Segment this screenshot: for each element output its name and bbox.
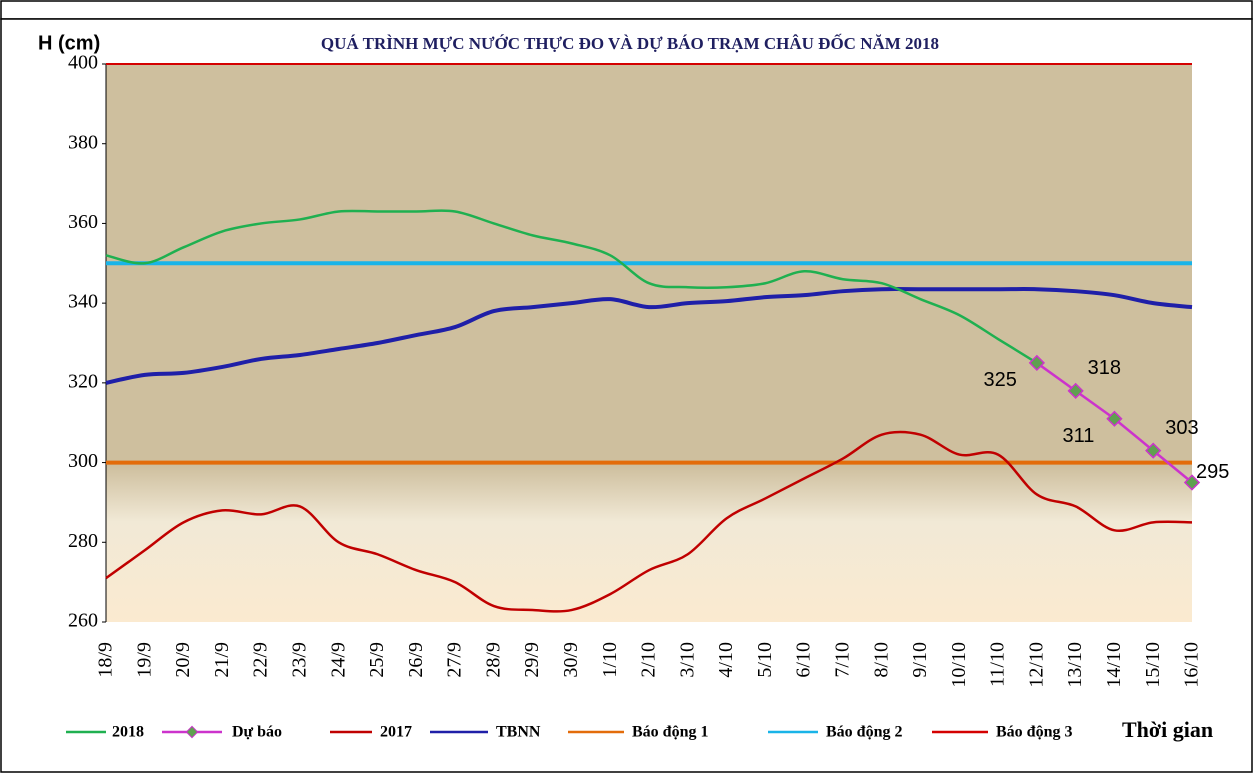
legend-label: TBNN xyxy=(496,724,541,741)
series-line xyxy=(105,209,1038,364)
x-tick-label: 6/10 xyxy=(793,642,815,678)
series-line xyxy=(105,287,1193,385)
x-tick-label: 28/9 xyxy=(482,642,504,678)
x-tick-label: 26/9 xyxy=(405,642,427,678)
chart-title: QUÁ TRÌNH MỰC NƯỚC THỰC ĐO VÀ DỰ BÁO TRẠ… xyxy=(321,33,939,53)
x-axis-label: Thời gian xyxy=(1122,717,1213,742)
y-tick-label: 300 xyxy=(68,450,98,472)
legend-label: Báo động 1 xyxy=(632,724,708,741)
data-label: 325 xyxy=(983,369,1016,391)
x-tick-label: 24/9 xyxy=(327,642,349,678)
x-tick-label: 22/9 xyxy=(250,642,272,678)
x-tick-label: 9/10 xyxy=(909,642,931,678)
y-tick-label: 320 xyxy=(68,370,98,392)
series-line xyxy=(105,430,1193,613)
x-tick-label: 16/10 xyxy=(1181,642,1203,688)
marker xyxy=(1067,382,1084,399)
x-tick-label: 3/10 xyxy=(676,642,698,678)
marker xyxy=(1106,410,1123,427)
x-tick-label: 10/10 xyxy=(948,642,970,688)
x-tick-label: 4/10 xyxy=(715,642,737,678)
y-tick-label: 360 xyxy=(68,211,98,233)
x-tick-label: 2/10 xyxy=(638,642,660,678)
legend-label: 2018 xyxy=(112,724,144,741)
plot-area xyxy=(106,64,1192,622)
y-tick-label: 280 xyxy=(68,530,98,552)
marker xyxy=(1183,474,1201,491)
data-label: 303 xyxy=(1165,417,1198,439)
legend-label: Báo động 3 xyxy=(996,724,1072,741)
x-tick-label: 25/9 xyxy=(366,642,388,678)
y-tick-label: 340 xyxy=(68,291,98,313)
data-label: 318 xyxy=(1088,357,1121,379)
x-tick-label: 30/9 xyxy=(560,642,582,678)
x-tick-label: 19/9 xyxy=(133,642,155,678)
y-tick-label: 380 xyxy=(68,131,98,153)
legend-label: Báo động 2 xyxy=(826,724,902,741)
marker xyxy=(1028,354,1045,372)
x-tick-label: 7/10 xyxy=(832,642,854,678)
y-axis-label: H (cm) xyxy=(38,32,100,54)
x-tick-label: 14/10 xyxy=(1103,642,1125,688)
x-tick-label: 8/10 xyxy=(870,642,892,678)
x-tick-label: 23/9 xyxy=(289,642,311,678)
x-tick-label: 29/9 xyxy=(521,642,543,678)
x-tick-label: 11/10 xyxy=(987,642,1009,687)
x-tick-label: 21/9 xyxy=(211,642,233,678)
x-tick-label: 18/9 xyxy=(95,642,117,678)
x-tick-label: 1/10 xyxy=(599,642,621,678)
y-tick-label: 400 xyxy=(68,52,98,74)
marker xyxy=(1145,442,1162,459)
top-frame xyxy=(0,0,1253,20)
data-label: 295 xyxy=(1196,461,1229,483)
legend-marker xyxy=(185,725,199,739)
x-tick-label: 12/10 xyxy=(1025,642,1047,688)
legend-label: Dự báo xyxy=(232,724,282,741)
x-tick-label: 15/10 xyxy=(1142,642,1164,688)
y-tick-label: 260 xyxy=(68,610,98,632)
x-tick-label: 5/10 xyxy=(754,642,776,678)
x-tick-label: 20/9 xyxy=(172,642,194,678)
data-label: 311 xyxy=(1063,425,1095,447)
legend-label: 2017 xyxy=(380,724,412,741)
x-tick-label: 27/9 xyxy=(444,642,466,678)
x-tick-label: 13/10 xyxy=(1064,642,1086,688)
